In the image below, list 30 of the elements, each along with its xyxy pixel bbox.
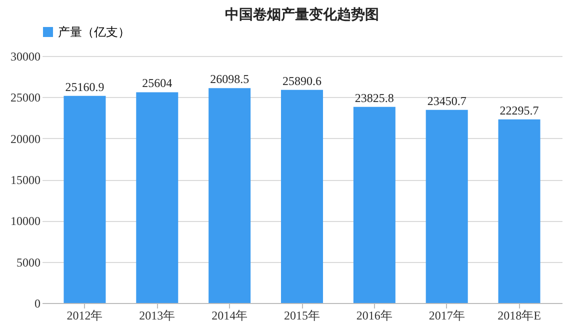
data-label: 23825.8 [354,90,394,105]
data-label: 25160.9 [65,80,104,94]
x-tick-label: 2015年 [284,308,320,322]
bar [353,106,396,303]
data-label: 22295.7 [500,103,539,118]
x-tick-label: 2016年 [356,308,392,322]
x-tick-label: 2014年 [212,308,248,322]
y-tick-label: 25000 [10,90,40,105]
x-tick-label: 2012年 [66,308,103,322]
bar [136,92,178,303]
x-tick-label: 2018年E [498,308,541,322]
bar [426,110,468,303]
x-tick-label: 2017年 [428,308,465,322]
y-tick-label: 10000 [10,214,40,228]
bar [64,96,106,303]
data-label: 25890.6 [282,74,322,88]
y-tick-label: 0 [34,296,40,310]
y-tick-label: 5000 [16,255,40,270]
data-label: 25604 [142,76,172,90]
bar [208,88,251,303]
data-label: 26098.5 [210,72,250,86]
chart-title: 中国卷烟产量变化趋势图 [225,6,379,23]
legend-label: 产量（亿支） [58,25,130,39]
y-tick-label: 20000 [10,132,40,146]
x-tick-label: 2013年 [139,308,176,322]
y-tick-label: 30000 [10,50,40,64]
bar [498,119,540,303]
y-tick-label: 15000 [10,173,40,187]
bar [280,90,324,303]
data-label: 23450.7 [427,94,466,108]
